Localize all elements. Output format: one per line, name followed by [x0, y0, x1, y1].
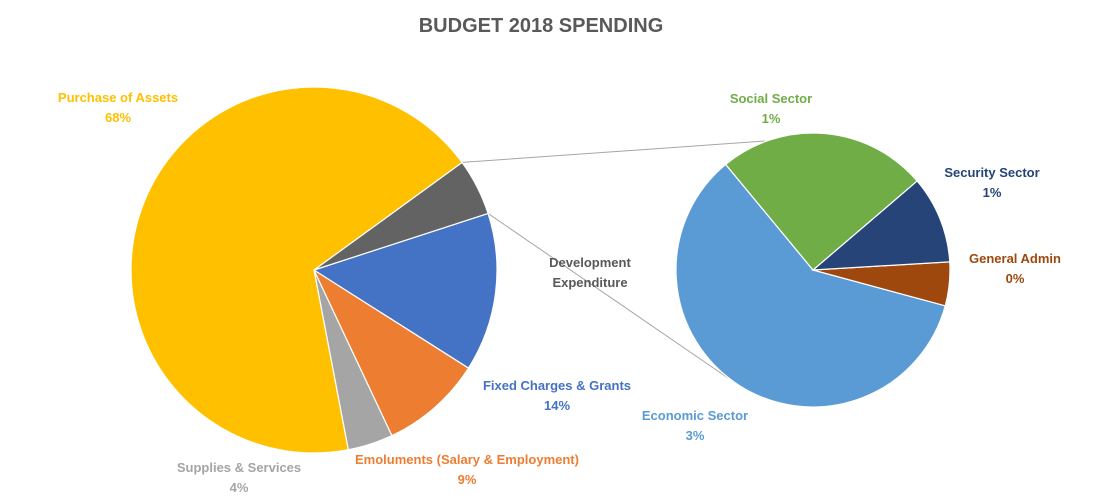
label-main-supplies: Supplies & Services 4%	[177, 460, 301, 495]
label-main-development: Development Expenditure	[549, 255, 631, 290]
label-sub-economic: Economic Sector 3%	[642, 408, 748, 443]
sub-slice-economic	[675, 163, 946, 408]
sub-slice-social	[724, 132, 918, 271]
secondary-pie	[675, 132, 951, 408]
chart-title: BUDGET 2018 SPENDING	[419, 15, 664, 37]
sub-slice-security	[811, 180, 951, 271]
connector-line-bottom	[487, 213, 729, 379]
label-main-emoluments: Emoluments (Salary & Employment) 9%	[355, 452, 579, 487]
main-pie	[130, 86, 498, 454]
label-sub-security: Security Sector 1%	[944, 165, 1039, 200]
main-slice-assets	[130, 86, 463, 454]
main-slice-emoluments	[312, 268, 470, 437]
data-labels: Purchase of Assets 68% Supplies & Services…	[58, 90, 1061, 495]
label-sub-general: General Admin 0%	[969, 251, 1061, 286]
main-slice-fixed	[312, 212, 498, 369]
label-main-fixed: Fixed Charges & Grants 14%	[483, 378, 631, 413]
label-sub-social: Social Sector 1%	[730, 91, 812, 126]
connector-line-top	[462, 140, 766, 163]
label-main-assets: Purchase of Assets 68%	[58, 90, 178, 125]
connector-lines	[462, 140, 766, 379]
